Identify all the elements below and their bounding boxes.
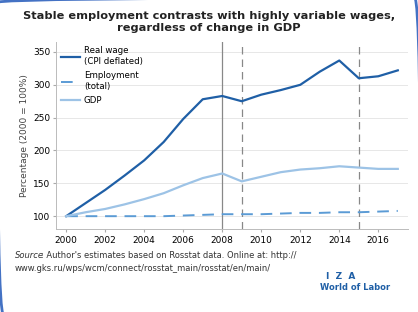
- Text: World of Labor: World of Labor: [320, 283, 390, 292]
- Y-axis label: Percentage (2000 = 100%): Percentage (2000 = 100%): [20, 74, 29, 197]
- Text: Stable employment contrasts with highly variable wages,: Stable employment contrasts with highly …: [23, 11, 395, 21]
- Text: regardless of change in GDP: regardless of change in GDP: [117, 23, 301, 33]
- Text: www.gks.ru/wps/wcm/connect/rosstat_main/rosstat/en/main/: www.gks.ru/wps/wcm/connect/rosstat_main/…: [15, 264, 271, 273]
- Text: Source: Source: [15, 251, 43, 260]
- Text: : Author's estimates based on Rosstat data. Online at: http://: : Author's estimates based on Rosstat da…: [41, 251, 296, 260]
- Text: I  Z  A: I Z A: [326, 272, 355, 281]
- Legend: Real wage
(CPI deflated), Employment
(total), GDP: Real wage (CPI deflated), Employment (to…: [60, 46, 144, 106]
